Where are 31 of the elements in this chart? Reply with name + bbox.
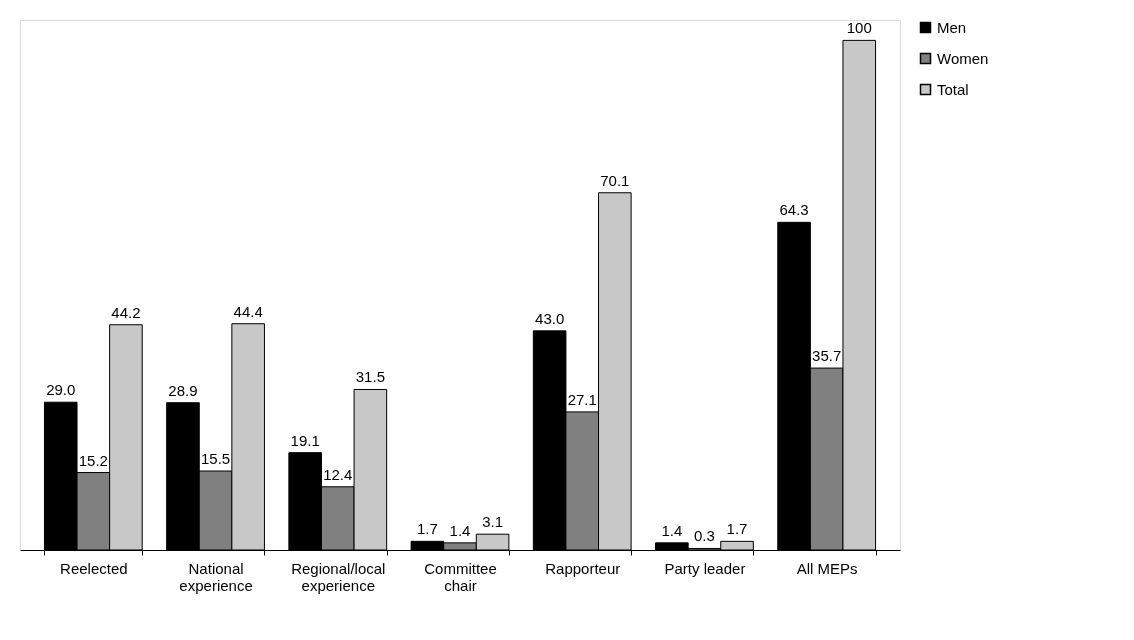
x-tick-label: Regional/local experience bbox=[291, 559, 386, 594]
data-label: 31.5 bbox=[355, 368, 385, 386]
x-tick-label: Party leader bbox=[664, 559, 746, 577]
legend-label: Women bbox=[937, 49, 989, 67]
data-label: 100 bbox=[846, 19, 872, 37]
data-label: 3.1 bbox=[482, 513, 504, 531]
data-label: 28.9 bbox=[168, 381, 198, 399]
data-label: 1.7 bbox=[416, 520, 438, 538]
data-label: 44.2 bbox=[111, 303, 141, 321]
data-label: 64.3 bbox=[779, 201, 809, 219]
data-label: 15.5 bbox=[200, 450, 231, 468]
data-label: 15.2 bbox=[78, 451, 108, 469]
data-label: 19.1 bbox=[290, 431, 320, 449]
x-tick-label: National experience bbox=[179, 559, 253, 594]
x-tick-label: All MEPs bbox=[796, 559, 858, 577]
data-label: 43.0 bbox=[535, 309, 565, 327]
data-label: 70.1 bbox=[600, 171, 630, 189]
data-label: 27.1 bbox=[567, 390, 597, 408]
data-label: 1.7 bbox=[726, 520, 748, 538]
data-label: 35.7 bbox=[812, 347, 842, 365]
data-label: 1.4 bbox=[661, 521, 683, 539]
data-label: 44.4 bbox=[233, 302, 263, 320]
x-tick-label: Rapporteur bbox=[545, 559, 621, 577]
data-label: 12.4 bbox=[323, 465, 353, 483]
data-label: 29.0 bbox=[46, 381, 76, 399]
data-label: 0.3 bbox=[694, 527, 715, 545]
x-tick-label: Reelected bbox=[60, 559, 128, 577]
legend-label: Men bbox=[937, 18, 967, 36]
data-label: 1.4 bbox=[449, 521, 471, 539]
x-tick-label: Committee chair bbox=[424, 559, 497, 594]
legend-label: Total bbox=[937, 80, 969, 98]
